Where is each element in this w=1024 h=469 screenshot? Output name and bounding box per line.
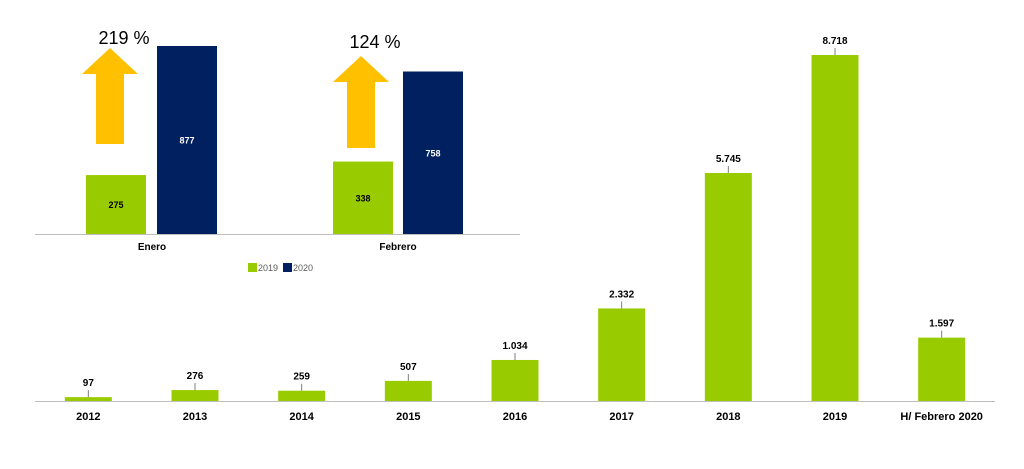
legend-swatch xyxy=(283,263,292,272)
inset-data-label: 758 xyxy=(425,148,440,158)
x-tick-label: 2018 xyxy=(716,411,740,423)
data-label: 1.597 xyxy=(929,319,954,330)
inset-bar xyxy=(157,46,217,234)
inset-data-label: 877 xyxy=(179,136,194,146)
data-label: 8.718 xyxy=(822,36,847,47)
x-tick-label: 2016 xyxy=(503,411,527,423)
annual-bar-chart: 97 2012 276 2013 259 2014 507 2015 1.034 2016 2.33… xyxy=(35,36,995,423)
inset-data-label: 338 xyxy=(355,193,370,203)
legend-label: 2020 xyxy=(293,263,313,273)
main-bar xyxy=(811,55,859,401)
inset-x-tick-label: Febrero xyxy=(379,242,416,253)
x-tick-label: 2017 xyxy=(609,411,633,423)
inset-bar xyxy=(333,161,393,234)
main-bar xyxy=(384,380,432,401)
legend-swatch xyxy=(248,263,257,272)
main-bar xyxy=(598,308,646,401)
inset-bar xyxy=(86,175,146,234)
x-tick-label: 2012 xyxy=(76,411,100,423)
data-label: 1.034 xyxy=(502,341,527,352)
x-tick-label: H/ Febrero 2020 xyxy=(900,411,983,423)
data-label: 276 xyxy=(187,371,204,382)
monthly-comparison-chart: 275 877 Enero 219 % 338 758 Febrero 124 % 2019 20… xyxy=(35,28,520,273)
main-bar xyxy=(64,397,112,401)
x-tick-label: 2013 xyxy=(183,411,207,423)
main-bar xyxy=(278,390,326,401)
x-tick-label: 2014 xyxy=(289,411,314,423)
data-label: 259 xyxy=(293,372,310,383)
x-tick-label: 2015 xyxy=(396,411,420,423)
legend-label: 2019 xyxy=(258,263,278,273)
growth-annotation: 124 % xyxy=(349,32,400,52)
up-arrow-icon xyxy=(333,56,389,148)
x-tick-label: 2019 xyxy=(823,411,847,423)
data-label: 5.745 xyxy=(716,154,741,165)
inset-x-tick-label: Enero xyxy=(138,242,166,253)
growth-annotation: 219 % xyxy=(98,28,149,48)
data-label: 97 xyxy=(83,378,95,389)
main-bar xyxy=(918,337,966,401)
inset-data-label: 275 xyxy=(108,200,123,210)
data-label: 2.332 xyxy=(609,289,634,300)
main-bar xyxy=(704,172,752,401)
main-bar xyxy=(491,359,539,401)
data-label: 507 xyxy=(400,362,417,373)
inset-bar xyxy=(403,71,463,234)
up-arrow-icon xyxy=(82,48,138,144)
main-bar xyxy=(171,390,219,401)
